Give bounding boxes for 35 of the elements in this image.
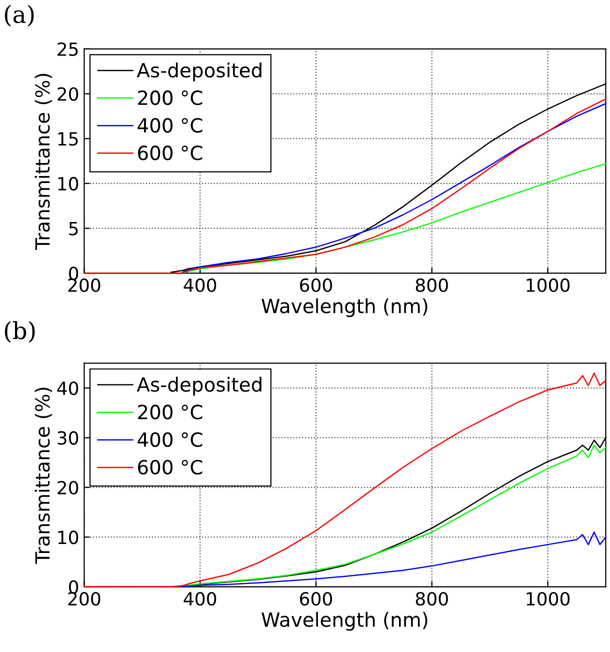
legend-label: 200 °C bbox=[138, 404, 202, 420]
y-tick-label: 15 bbox=[58, 132, 78, 146]
x-tick-label: 200 bbox=[68, 278, 100, 292]
x-tick-label: 800 bbox=[416, 278, 448, 292]
y-axis-title: Transmittance (%) bbox=[34, 388, 52, 564]
y-axis-title: Transmittance (%) bbox=[34, 74, 52, 250]
y-tick-label: 20 bbox=[58, 87, 78, 101]
y-tick-label: 10 bbox=[58, 176, 78, 191]
x-tick-label: 600 bbox=[300, 592, 332, 606]
legend-label: As-deposited bbox=[136, 376, 262, 396]
legend-label: 600 °C bbox=[138, 460, 202, 475]
chart-title: (b) bbox=[4, 321, 35, 343]
x-tick-label: 1000 bbox=[526, 592, 570, 606]
x-tick-label: 200 bbox=[68, 592, 100, 606]
x-tick-label: 400 bbox=[184, 278, 216, 292]
y-tick-label: 40 bbox=[57, 381, 78, 396]
x-tick-label: 800 bbox=[416, 592, 448, 606]
x-tick-label: 1000 bbox=[526, 278, 570, 292]
x-tick-label: 400 bbox=[184, 592, 216, 606]
y-tick-label: 20 bbox=[58, 480, 78, 495]
legend-label: 600 °C bbox=[138, 146, 202, 160]
line-series bbox=[182, 163, 606, 274]
x-axis-title: Wavelength (nm) bbox=[262, 298, 428, 318]
x-tick-label: 600 bbox=[300, 278, 332, 292]
y-tick-label: 25 bbox=[58, 42, 78, 56]
line-series bbox=[182, 532, 606, 588]
y-tick-label: 10 bbox=[58, 530, 78, 544]
legend-label: 200 °C bbox=[138, 90, 202, 106]
chart-title: (a) bbox=[4, 4, 34, 26]
y-tick-label: 30 bbox=[58, 431, 78, 445]
y-tick-label: 5 bbox=[69, 222, 78, 236]
legend-label: 400 °C bbox=[138, 118, 202, 133]
legend-label: 400 °C bbox=[138, 432, 202, 447]
legend-label: As-deposited bbox=[136, 62, 262, 82]
x-axis-title: Wavelength (nm) bbox=[262, 612, 428, 631]
